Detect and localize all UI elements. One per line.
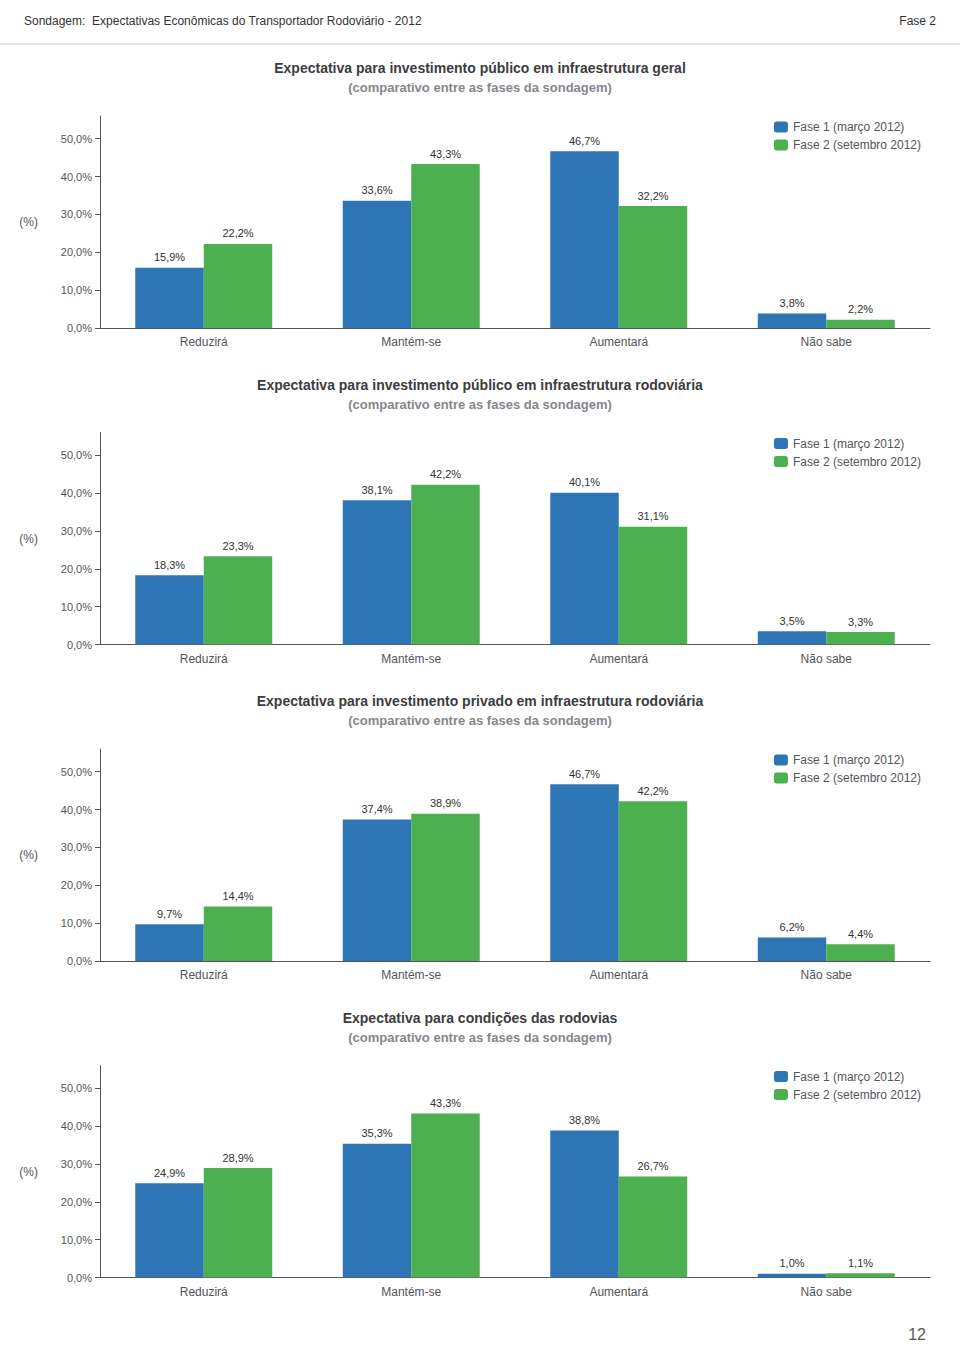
svg-text:Aumentará: Aumentará [589, 335, 648, 349]
svg-text:50,0%: 50,0% [61, 766, 92, 778]
svg-text:38,8%: 38,8% [569, 1114, 600, 1126]
svg-text:31,1%: 31,1% [637, 510, 668, 522]
svg-text:26,7%: 26,7% [637, 1160, 668, 1172]
svg-text:38,1%: 38,1% [361, 484, 392, 496]
svg-text:10,0%: 10,0% [61, 284, 92, 296]
svg-text:Sondagem: Expectativas Econôm: Sondagem: Expectativas Econômicas do Tra… [24, 14, 422, 28]
svg-text:Não sabe: Não sabe [801, 1285, 853, 1299]
svg-text:23,3%: 23,3% [222, 540, 253, 552]
svg-text:1,1%: 1,1% [848, 1257, 873, 1269]
svg-text:15,9%: 15,9% [154, 251, 185, 263]
svg-text:Reduzirá: Reduzirá [180, 335, 228, 349]
svg-text:(comparativo entre as fases da: (comparativo entre as fases da sondagem) [348, 397, 612, 412]
svg-text:42,2%: 42,2% [430, 468, 461, 480]
svg-text:14,4%: 14,4% [222, 890, 253, 902]
svg-text:Expectativa para investimento: Expectativa para investimento público em… [257, 377, 703, 393]
svg-text:Aumentará: Aumentará [589, 1285, 648, 1299]
svg-text:30,0%: 30,0% [61, 208, 92, 220]
svg-text:Expectativa para condições das: Expectativa para condições das rodovias [343, 1010, 618, 1026]
svg-text:35,3%: 35,3% [361, 1127, 392, 1139]
svg-text:20,0%: 20,0% [61, 563, 92, 575]
svg-text:0,0%: 0,0% [67, 639, 92, 651]
svg-text:38,9%: 38,9% [430, 797, 461, 809]
svg-text:18,3%: 18,3% [154, 559, 185, 571]
svg-text:Expectativa para investimento: Expectativa para investimento público em… [274, 60, 686, 76]
svg-text:Fase 2: Fase 2 [899, 14, 936, 28]
svg-text:46,7%: 46,7% [569, 768, 600, 780]
svg-text:(%): (%) [19, 215, 38, 229]
svg-text:0,0%: 0,0% [67, 955, 92, 967]
svg-text:50,0%: 50,0% [61, 1082, 92, 1094]
svg-text:Fase 1 (março 2012): Fase 1 (março 2012) [793, 1070, 904, 1084]
svg-text:0,0%: 0,0% [67, 322, 92, 334]
svg-text:(comparativo entre as fases da: (comparativo entre as fases da sondagem) [348, 80, 612, 95]
svg-text:4,4%: 4,4% [848, 928, 873, 940]
svg-text:9,7%: 9,7% [157, 908, 182, 920]
svg-text:30,0%: 30,0% [61, 525, 92, 537]
svg-text:Fase 2 (setembro 2012): Fase 2 (setembro 2012) [793, 771, 921, 785]
svg-text:40,0%: 40,0% [61, 487, 92, 499]
svg-text:10,0%: 10,0% [61, 1234, 92, 1246]
svg-text:42,2%: 42,2% [637, 785, 668, 797]
svg-text:6,2%: 6,2% [779, 921, 804, 933]
svg-text:(comparativo entre as fases da: (comparativo entre as fases da sondagem) [348, 713, 612, 728]
svg-text:Mantém-se: Mantém-se [381, 1285, 441, 1299]
svg-text:32,2%: 32,2% [637, 190, 668, 202]
svg-text:Fase 2 (setembro 2012): Fase 2 (setembro 2012) [793, 138, 921, 152]
svg-text:50,0%: 50,0% [61, 133, 92, 145]
svg-text:Fase 2 (setembro 2012): Fase 2 (setembro 2012) [793, 455, 921, 469]
svg-text:50,0%: 50,0% [61, 449, 92, 461]
svg-text:43,3%: 43,3% [430, 1097, 461, 1109]
svg-text:28,9%: 28,9% [222, 1152, 253, 1164]
svg-text:0,0%: 0,0% [67, 1272, 92, 1284]
svg-text:(%): (%) [19, 532, 38, 546]
svg-text:Não sabe: Não sabe [801, 968, 853, 982]
svg-text:3,5%: 3,5% [779, 615, 804, 627]
svg-text:20,0%: 20,0% [61, 879, 92, 891]
svg-text:40,0%: 40,0% [61, 804, 92, 816]
svg-text:Fase 1 (março 2012): Fase 1 (março 2012) [793, 437, 904, 451]
svg-text:40,0%: 40,0% [61, 1120, 92, 1132]
svg-text:(%): (%) [19, 848, 38, 862]
svg-text:Não sabe: Não sabe [801, 335, 853, 349]
svg-text:12: 12 [908, 1326, 926, 1343]
svg-text:30,0%: 30,0% [61, 1158, 92, 1170]
svg-text:40,1%: 40,1% [569, 476, 600, 488]
svg-text:(comparativo entre as fases da: (comparativo entre as fases da sondagem) [348, 1030, 612, 1045]
svg-text:Reduzirá: Reduzirá [180, 652, 228, 666]
svg-text:24,9%: 24,9% [154, 1167, 185, 1179]
svg-text:40,0%: 40,0% [61, 171, 92, 183]
svg-text:Fase 1 (março 2012): Fase 1 (março 2012) [793, 120, 904, 134]
svg-text:Não sabe: Não sabe [801, 652, 853, 666]
svg-text:Aumentará: Aumentará [589, 968, 648, 982]
svg-text:Aumentará: Aumentará [589, 652, 648, 666]
svg-text:37,4%: 37,4% [361, 803, 392, 815]
svg-text:3,8%: 3,8% [779, 297, 804, 309]
svg-text:(%): (%) [19, 1165, 38, 1179]
svg-text:Mantém-se: Mantém-se [381, 652, 441, 666]
svg-text:Expectativa para investimento: Expectativa para investimento privado em… [257, 693, 704, 709]
svg-text:Mantém-se: Mantém-se [381, 968, 441, 982]
svg-text:1,0%: 1,0% [779, 1257, 804, 1269]
svg-text:20,0%: 20,0% [61, 1196, 92, 1208]
svg-text:30,0%: 30,0% [61, 841, 92, 853]
svg-text:10,0%: 10,0% [61, 917, 92, 929]
svg-text:Mantém-se: Mantém-se [381, 335, 441, 349]
svg-text:Reduzirá: Reduzirá [180, 1285, 228, 1299]
svg-text:46,7%: 46,7% [569, 135, 600, 147]
svg-text:3,3%: 3,3% [848, 616, 873, 628]
svg-text:Fase 2 (setembro 2012): Fase 2 (setembro 2012) [793, 1088, 921, 1102]
svg-text:2,2%: 2,2% [848, 303, 873, 315]
svg-text:10,0%: 10,0% [61, 601, 92, 613]
svg-text:Reduzirá: Reduzirá [180, 968, 228, 982]
svg-text:33,6%: 33,6% [361, 184, 392, 196]
svg-text:22,2%: 22,2% [222, 227, 253, 239]
svg-text:Fase 1 (março 2012): Fase 1 (março 2012) [793, 753, 904, 767]
svg-text:20,0%: 20,0% [61, 246, 92, 258]
svg-text:43,3%: 43,3% [430, 148, 461, 160]
